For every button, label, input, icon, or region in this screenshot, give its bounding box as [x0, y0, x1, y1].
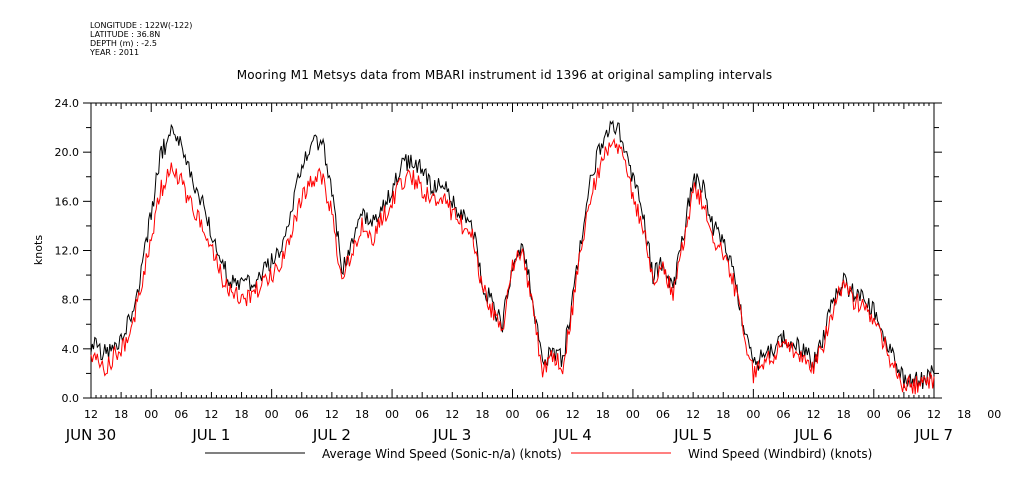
x-hour-label: 12 [445, 408, 459, 421]
x-day-label: JUL 2 [312, 426, 351, 444]
x-day-label: JUL 6 [794, 426, 833, 444]
x-hour-label: 06 [295, 408, 309, 421]
y-tick-label: 12.0 [55, 245, 80, 258]
x-hour-label: 00 [867, 408, 881, 421]
x-hour-label: 12 [807, 408, 821, 421]
series-layer [90, 119, 935, 395]
longitude-label: LONGITUDE : 122W(-122) [90, 21, 193, 30]
x-hour-label: 18 [837, 408, 851, 421]
x-hour-label: 06 [656, 408, 670, 421]
x-hour-label: 00 [144, 408, 158, 421]
y-tick-label: 24.0 [55, 97, 80, 110]
x-hour-label: 06 [536, 408, 550, 421]
x-day-label: JUL 3 [432, 426, 471, 444]
x-hour-label: 18 [475, 408, 489, 421]
x-hour-label: 06 [415, 408, 429, 421]
x-day-label: JUL 1 [191, 426, 230, 444]
x-hour-label: 12 [686, 408, 700, 421]
x-hour-label: 12 [204, 408, 218, 421]
y-tick-label: 0.0 [62, 392, 80, 405]
x-hour-label: 18 [716, 408, 730, 421]
x-day-label: JUN 30 [65, 426, 116, 444]
x-day-label: JUL 5 [673, 426, 712, 444]
x-hour-label: 00 [987, 408, 1001, 421]
x-hour-label: 12 [325, 408, 339, 421]
x-hour-label: 18 [114, 408, 128, 421]
y-axis-label: knots [32, 235, 45, 265]
x-hour-label: 12 [84, 408, 98, 421]
x-hour-label: 12 [566, 408, 580, 421]
series-line-windbird-wind-speed [90, 137, 935, 395]
y-tick-label: 16.0 [55, 195, 80, 208]
legend-label-windbird-wind-speed: Wind Speed (Windbird) (knots) [688, 447, 872, 461]
x-day-label: JUL 4 [553, 426, 592, 444]
x-hour-label: 12 [927, 408, 941, 421]
legend-label-average-wind-speed: Average Wind Speed (Sonic-n/a) (knots) [322, 447, 562, 461]
x-hour-label: 18 [235, 408, 249, 421]
y-tick-label: 4.0 [62, 343, 80, 356]
x-hour-label: 06 [174, 408, 188, 421]
x-hour-label: 00 [506, 408, 520, 421]
series-line-average-wind-speed [90, 119, 935, 390]
x-day-label: JUL 7 [914, 426, 953, 444]
depth-label: DEPTH (m) : -2.5 [90, 39, 157, 48]
legend: Average Wind Speed (Sonic-n/a) (knots) W… [205, 447, 872, 461]
x-hour-label: 18 [355, 408, 369, 421]
metadata-block: LONGITUDE : 122W(-122) LATITUDE : 36.8N … [90, 21, 192, 57]
x-hour-label: 06 [897, 408, 911, 421]
x-hour-label: 00 [626, 408, 640, 421]
y-axis: 0.0 4.0 8.0 12.0 16.0 20.0 24.0 [55, 97, 942, 405]
x-hour-label: 00 [265, 408, 279, 421]
x-hour-label: 00 [385, 408, 399, 421]
x-axis: 12 18 00 06 12 18 00 06 12 18 00 06 12 18 00 06 12 18 00 06… [65, 103, 1001, 444]
y-tick-label: 8.0 [62, 294, 80, 307]
x-hour-label: 18 [596, 408, 610, 421]
x-hour-label: 06 [776, 408, 790, 421]
y-tick-label: 20.0 [55, 146, 80, 159]
x-hour-label: 00 [746, 408, 760, 421]
chart-title: Mooring M1 Metsys data from MBARI instru… [236, 68, 773, 82]
year-label: YEAR : 2011 [90, 48, 140, 57]
x-hour-label: 18 [957, 408, 971, 421]
latitude-label: LATITUDE : 36.8N [90, 30, 161, 39]
